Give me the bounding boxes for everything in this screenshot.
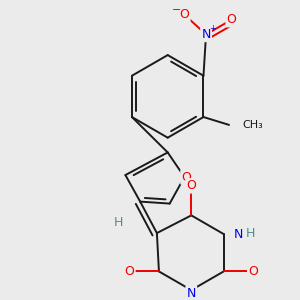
Text: −: −: [172, 5, 181, 15]
Text: N: N: [187, 286, 196, 300]
Text: O: O: [227, 13, 237, 26]
Text: O: O: [186, 179, 196, 192]
Text: O: O: [248, 265, 258, 278]
Text: O: O: [179, 8, 189, 21]
Text: H: H: [114, 216, 123, 229]
Text: +: +: [209, 24, 216, 33]
Text: CH₃: CH₃: [243, 120, 264, 130]
Text: O: O: [182, 170, 191, 184]
Text: N: N: [233, 228, 243, 241]
Text: O: O: [124, 265, 134, 278]
Text: H: H: [245, 226, 255, 240]
Text: N: N: [201, 28, 211, 41]
